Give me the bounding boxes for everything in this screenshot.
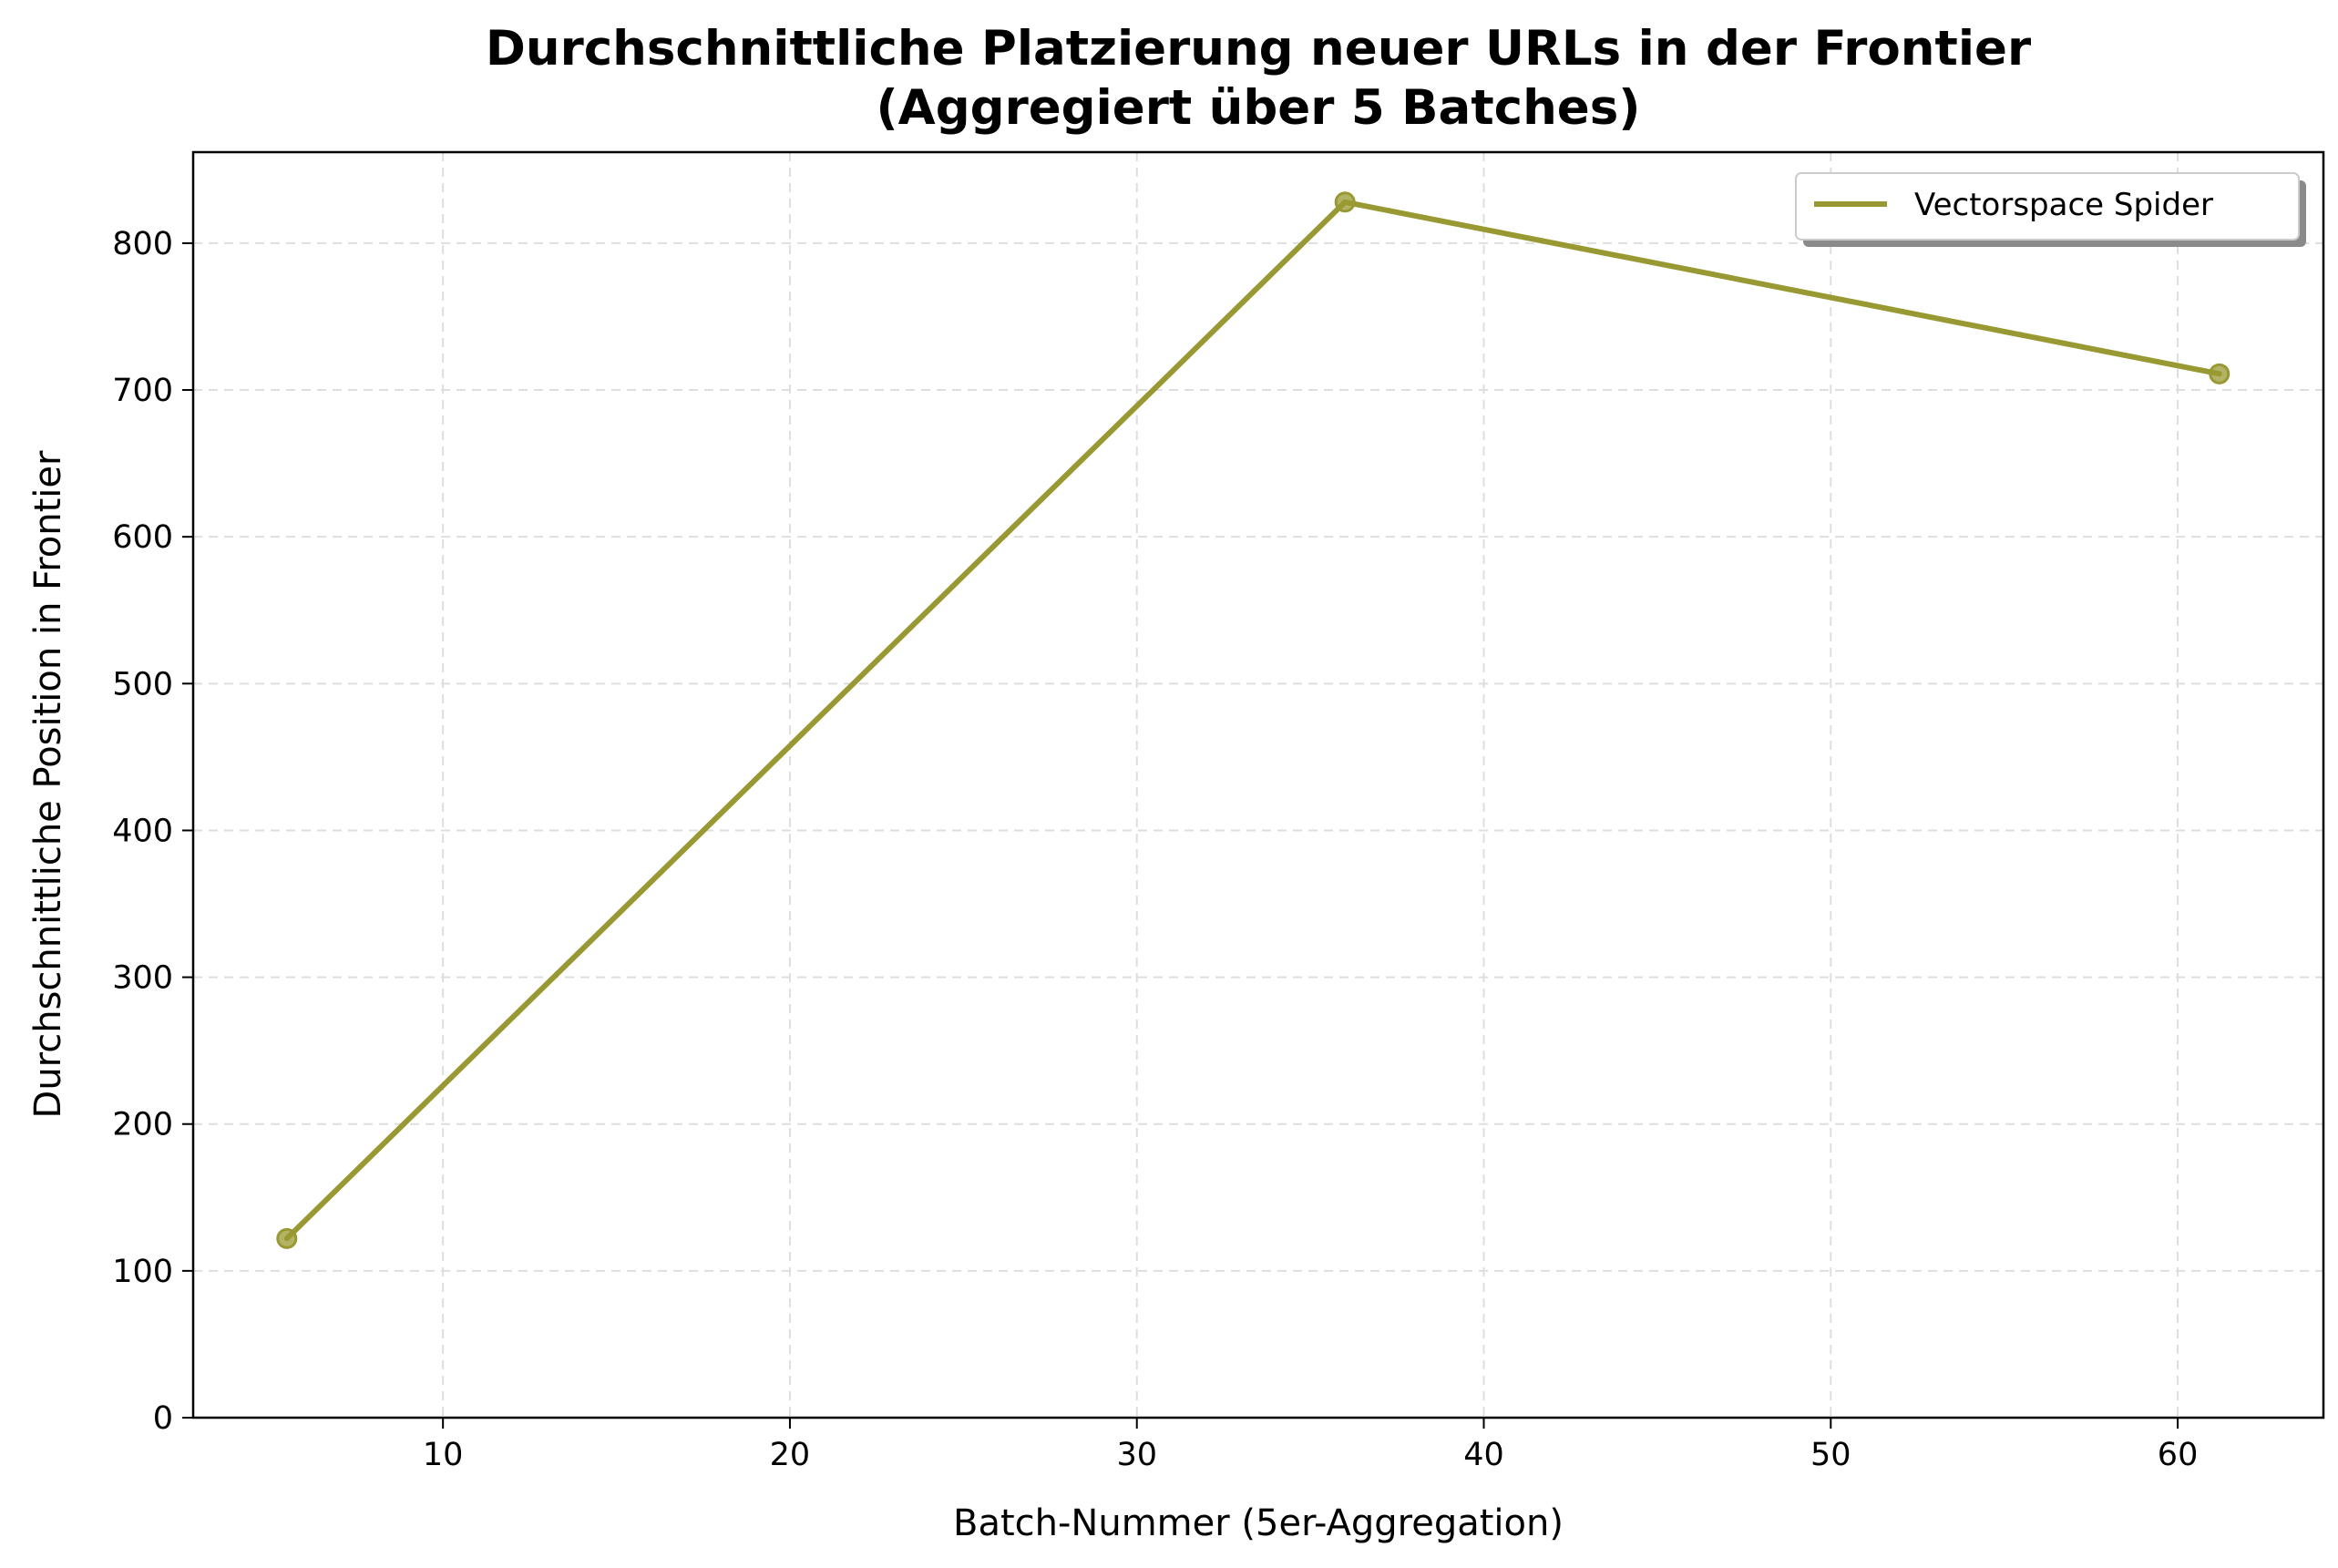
y-tick-label: 600 bbox=[112, 519, 173, 556]
x-axis-ticks: 10 20 30 40 50 60 bbox=[423, 1418, 2198, 1473]
grid-lines bbox=[193, 152, 2323, 1419]
legend: Vectorspace Spider bbox=[1795, 172, 2306, 247]
y-tick-label: 100 bbox=[112, 1254, 173, 1290]
y-tick-label: 400 bbox=[112, 813, 173, 849]
chart-title-line1: Durchschnittliche Platzierung neuer URLs… bbox=[486, 21, 2031, 77]
legend-label: Vectorspace Spider bbox=[1914, 187, 2213, 223]
x-tick-label: 60 bbox=[2158, 1437, 2199, 1473]
x-tick-label: 20 bbox=[770, 1437, 811, 1473]
y-tick-label: 700 bbox=[112, 373, 173, 409]
y-tick-label: 0 bbox=[153, 1400, 173, 1437]
y-tick-label: 300 bbox=[112, 960, 173, 997]
y-axis-label: Durchschnittliche Position in Frontier bbox=[27, 450, 69, 1119]
y-tick-label: 500 bbox=[112, 666, 173, 702]
x-tick-label: 40 bbox=[1463, 1437, 1504, 1473]
legend-box bbox=[1795, 172, 2300, 241]
data-point bbox=[276, 1227, 298, 1249]
y-tick-label: 800 bbox=[112, 226, 173, 262]
y-axis-ticks: 0 100 200 300 400 500 600 700 800 bbox=[112, 226, 193, 1437]
chart-title-line2: (Aggregiert über 5 Batches) bbox=[876, 80, 1640, 136]
series-line bbox=[283, 199, 2222, 1242]
x-tick-label: 10 bbox=[423, 1437, 464, 1473]
data-point bbox=[2209, 363, 2230, 384]
x-tick-label: 50 bbox=[1810, 1437, 1851, 1473]
x-axis-label: Batch-Nummer (5er-Aggregation) bbox=[953, 1502, 1564, 1544]
y-tick-label: 200 bbox=[112, 1107, 173, 1143]
data-point bbox=[1334, 191, 1356, 213]
plot-frame bbox=[191, 150, 2325, 1419]
x-tick-label: 30 bbox=[1116, 1437, 1157, 1473]
series-layer bbox=[276, 191, 2230, 1249]
